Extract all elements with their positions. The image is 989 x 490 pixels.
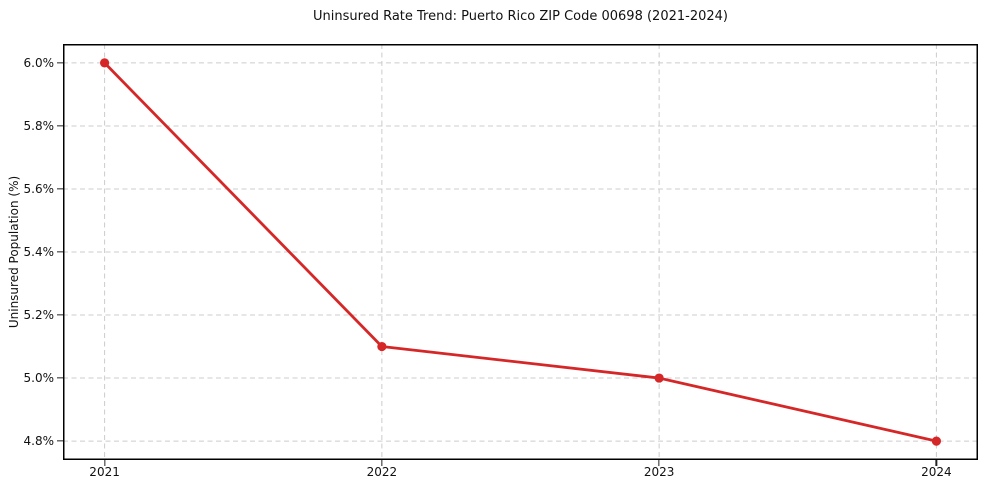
plot-frame [63, 44, 978, 460]
x-tick-mark [658, 460, 660, 466]
x-tick-mark [935, 460, 938, 466]
trend-line [103, 61, 938, 443]
y-tick-label: 5.6% [23, 181, 55, 196]
y-tick-mark [57, 314, 63, 316]
y-tick-label: 5.0% [23, 371, 55, 386]
y-tick-label: 6.0% [23, 55, 55, 70]
x-tick-label: 2022 [366, 465, 398, 479]
y-tick-mark [57, 440, 63, 442]
y-tick-mark [57, 377, 63, 379]
data-point-marker [377, 341, 387, 352]
chart-title: Uninsured Rate Trend: Puerto Rico ZIP Co… [313, 9, 728, 24]
y-tick-label: 4.8% [23, 434, 55, 449]
data-point-marker [931, 436, 942, 446]
y-tick-mark [57, 62, 63, 64]
y-tick-mark [57, 251, 63, 253]
y-tick-label: 5.2% [23, 308, 55, 323]
x-tick-mark [103, 460, 106, 466]
y-tick-mark [57, 125, 63, 127]
x-tick-label: 2024 [921, 465, 952, 479]
data-point-marker [99, 58, 110, 68]
y-tick-label: 5.4% [23, 245, 55, 259]
x-tick-label: 2021 [89, 465, 120, 479]
y-tick-label: 5.8% [23, 118, 55, 133]
data-point-marker [654, 373, 664, 383]
x-tick-label: 2023 [643, 465, 675, 479]
y-tick-mark [57, 188, 63, 190]
plot-area [63, 44, 978, 460]
x-tick-mark [381, 460, 383, 466]
